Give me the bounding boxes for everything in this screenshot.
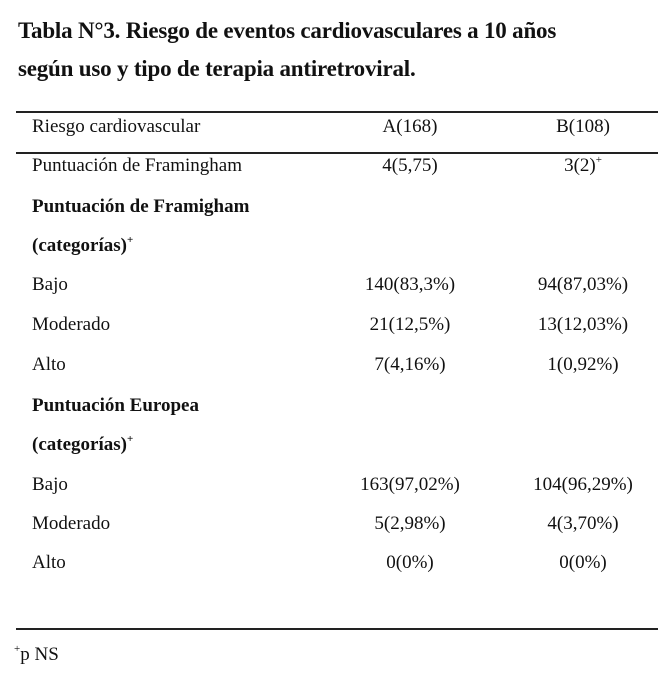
table-row: Alto 0(0%) 0(0%) (0, 543, 668, 583)
row-label: Puntuación de Framingham (32, 155, 243, 176)
section-heading-line-2: (categorías)+ (32, 433, 134, 456)
header-risk: Riesgo cardiovascular (32, 116, 201, 137)
cell-b: 1(0,92%) (547, 354, 619, 375)
table-row: Alto 7(4,16%) 1(0,92%) (0, 345, 668, 385)
cell-a: 0(0%) (386, 552, 434, 573)
table-row: Bajo 140(83,3%) 94(87,03%) (0, 265, 668, 305)
cell-a: 4(5,75) (382, 155, 438, 176)
significance-mark: + (126, 234, 134, 246)
cell-b: 3(2)+ (564, 146, 602, 186)
table-row: Moderado 21(12,5%) 13(12,03%) (0, 305, 668, 345)
section-heading-framingham: Puntuación de Framigham (0, 187, 668, 227)
table-row: Moderado 5(2,98%) 4(3,70%) (0, 504, 668, 544)
cell-b: 4(3,70%) (547, 513, 619, 534)
row-label: Alto (32, 552, 66, 573)
section-heading-line-1: Puntuación de Framigham (32, 196, 250, 217)
row-label: Bajo (32, 274, 68, 295)
table-header-rule (16, 152, 658, 154)
table-bottom-rule (16, 628, 658, 630)
footnote-mark: + (14, 643, 21, 655)
row-label: Bajo (32, 474, 68, 495)
section-heading-framingham-categories: (categorías)+ (0, 226, 668, 266)
cell-a: 140(83,3%) (364, 274, 456, 295)
cell-a: 163(97,02%) (360, 474, 460, 495)
table-title-line-1: Tabla N°3. Riesgo de eventos cardiovascu… (18, 18, 557, 43)
cell-b: 94(87,03%) (537, 274, 629, 295)
table-header-row: Riesgo cardiovascular A(168) B(108) (0, 107, 668, 147)
table-row: Bajo 163(97,02%) 104(96,29%) (0, 465, 668, 505)
table-footnote: +p NS (14, 640, 59, 670)
cell-a: 5(2,98%) (374, 513, 446, 534)
section-heading-line-1: Puntuación Europea (32, 395, 199, 416)
cell-b: 104(96,29%) (533, 474, 633, 495)
section-heading-europea: Puntuación Europea (0, 386, 668, 426)
significance-mark: + (126, 433, 134, 445)
row-label: Moderado (32, 513, 111, 534)
table-title-line-2: según uso y tipo de terapia antiretrovir… (18, 56, 416, 81)
table-top-rule (16, 111, 658, 113)
table-title: Tabla N°3. Riesgo de eventos cardiovascu… (18, 12, 663, 88)
section-heading-europea-categories: (categorías)+ (0, 425, 668, 465)
row-label: Alto (32, 354, 66, 375)
significance-mark: + (595, 154, 602, 166)
cell-b-value: 3(2) (564, 155, 596, 176)
footnote-text: p NS (20, 644, 59, 665)
section-heading-line-2: (categorías)+ (32, 234, 134, 257)
cell-b: 13(12,03%) (537, 314, 629, 335)
header-group-b: B(108) (556, 116, 610, 137)
cell-a: 7(4,16%) (374, 354, 446, 375)
header-group-a: A(168) (382, 116, 438, 137)
table-row-framingham-score: Puntuación de Framingham 4(5,75) 3(2)+ (0, 146, 668, 186)
cell-a: 21(12,5%) (369, 314, 451, 335)
row-label: Moderado (32, 314, 111, 335)
cell-b: 0(0%) (559, 552, 607, 573)
